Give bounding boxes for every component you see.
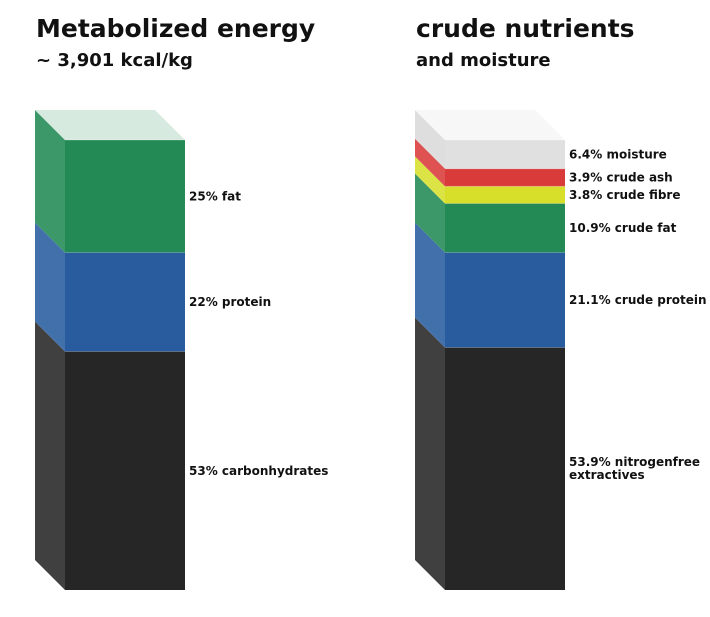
segment-front <box>445 203 565 253</box>
segment-front <box>445 186 565 204</box>
segment-label: 3.8% crude fibre <box>569 188 680 202</box>
segment-label: 3.9% crude ash <box>569 171 673 185</box>
chart-subtitle-energy: ~ 3,901 kcal/kg <box>36 50 193 71</box>
segment-front <box>445 347 565 590</box>
segment-front <box>65 252 185 352</box>
segment-side <box>415 138 445 187</box>
segment-side <box>415 317 445 590</box>
segment-label: 53% carbonhydrates <box>189 464 328 478</box>
segment-label: 25% fat <box>189 189 241 203</box>
chart-subtitle-nutrients: and moisture <box>416 50 551 71</box>
segment-side <box>415 222 445 348</box>
segment-front <box>65 351 185 590</box>
chart-title-energy: Metabolized energy <box>36 14 316 43</box>
segment-front <box>445 140 565 169</box>
segment-label: 10.9% crude fat <box>569 221 677 235</box>
segment-label: 21.1% crude protein <box>569 293 707 307</box>
segment-side <box>35 110 65 253</box>
column-top-face <box>35 110 185 140</box>
segment-front <box>445 252 565 348</box>
segment-label: 22% protein <box>189 295 271 309</box>
segment-side <box>415 173 445 253</box>
segment-side <box>35 222 65 352</box>
segment-front <box>65 140 185 253</box>
segment-side <box>415 156 445 204</box>
chart-title-nutrients: crude nutrients <box>416 14 635 43</box>
segment-side <box>415 110 445 169</box>
segment-label: 53.9% nitrogenfree extractives <box>569 455 700 482</box>
segment-side <box>35 321 65 590</box>
nutrients-column: 53.9% nitrogenfree extractives 21.1% crude… <box>415 110 707 590</box>
segment-front <box>445 168 565 187</box>
column-top-face <box>415 110 565 140</box>
energy-column: 53% carbonhydrates 22% protein 25% fat <box>35 110 328 590</box>
segment-label: 6.4% moisture <box>569 147 667 161</box>
